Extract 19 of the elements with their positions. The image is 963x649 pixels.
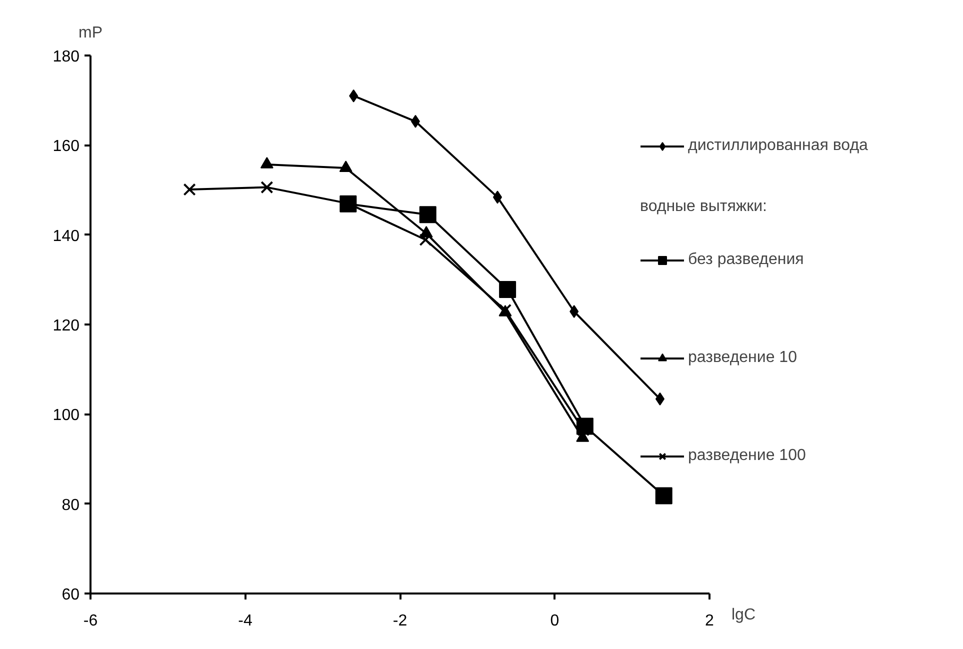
legend-label: без разведения <box>688 251 804 269</box>
y-tick-label: 160 <box>52 138 80 156</box>
y-tick-label: 80 <box>62 496 80 514</box>
legend-label: разведение 10 <box>688 349 797 367</box>
y-tick-label: 120 <box>52 318 80 334</box>
x-tick-label: -4 <box>238 612 252 630</box>
y-axis-title: mP <box>78 24 102 42</box>
x-tick-label: -6 <box>83 612 98 630</box>
y-tick-label: 140 <box>52 228 80 245</box>
y-tick-label: 60 <box>62 586 80 604</box>
x-tick-label: 0 <box>550 612 560 630</box>
y-tick-label: 100 <box>52 407 80 424</box>
x-tick-label: 2 <box>705 612 714 630</box>
legend-label: разведение 100 <box>688 447 806 465</box>
legend-label: дистиллированная вода <box>688 137 868 155</box>
x-tick-label: -2 <box>392 612 408 630</box>
y-tick-label: 180 <box>52 48 80 66</box>
legend-title: водные вытяжки: <box>640 198 768 216</box>
x-axis-title: lgC <box>732 606 756 624</box>
